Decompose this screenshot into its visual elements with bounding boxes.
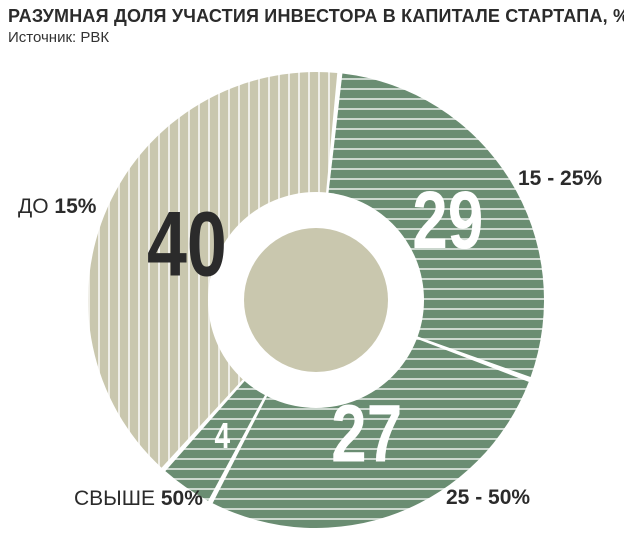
value-label-2: 27 xyxy=(331,387,402,480)
value-labels-group: 29 27 4 40 xyxy=(147,173,483,479)
donut-center-disc xyxy=(244,228,388,372)
category-label-upto-15: ДО 15% xyxy=(18,195,96,219)
category-label-over-50: СВЫШЕ 50% xyxy=(74,487,203,511)
category-label-over-50-num: 50% xyxy=(160,487,203,510)
category-label-upto-15-num: 15% xyxy=(54,195,97,218)
category-label-25-50: 25 - 50% xyxy=(446,486,531,509)
chart-source: Источник: РВК xyxy=(8,29,110,46)
chart-title: РАЗУМНАЯ ДОЛЯ УЧАСТИЯ ИНВЕСТОРА В КАПИТА… xyxy=(8,6,624,26)
category-label-15-25: 15 - 25% xyxy=(518,167,603,190)
value-label-1: 29 xyxy=(412,173,483,266)
value-label-4: 40 xyxy=(147,193,227,296)
category-label-over-50-word: СВЫШЕ xyxy=(74,487,156,510)
value-label-3: 4 xyxy=(214,415,230,455)
category-label-upto-15-word: ДО xyxy=(18,195,49,218)
